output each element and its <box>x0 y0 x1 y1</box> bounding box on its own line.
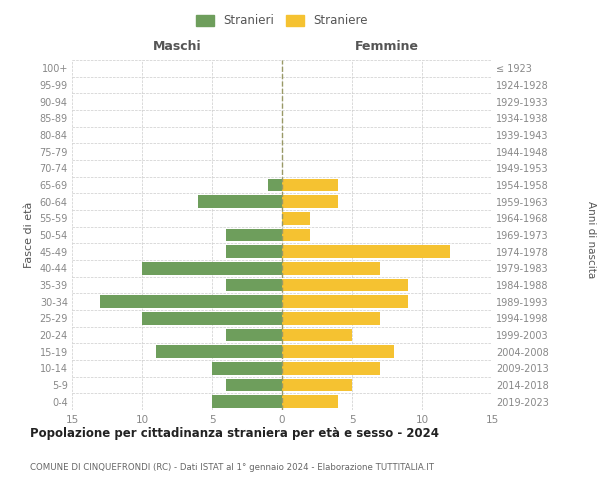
Bar <box>282 279 408 291</box>
Bar <box>282 229 310 241</box>
Bar <box>282 196 338 208</box>
Bar <box>282 296 408 308</box>
Bar <box>282 312 380 324</box>
Bar <box>226 329 282 341</box>
Y-axis label: Fasce di età: Fasce di età <box>24 202 34 268</box>
Bar <box>282 212 310 224</box>
Bar <box>142 262 282 274</box>
Bar <box>268 179 282 191</box>
Bar <box>226 279 282 291</box>
Legend: Stranieri, Straniere: Stranieri, Straniere <box>193 11 371 31</box>
Bar <box>282 262 380 274</box>
Text: Anni di nascita: Anni di nascita <box>586 202 596 278</box>
Bar <box>100 296 282 308</box>
Bar <box>282 379 352 391</box>
Bar <box>212 396 282 408</box>
Bar <box>226 246 282 258</box>
Bar <box>212 362 282 374</box>
Text: COMUNE DI CINQUEFRONDI (RC) - Dati ISTAT al 1° gennaio 2024 - Elaborazione TUTTI: COMUNE DI CINQUEFRONDI (RC) - Dati ISTAT… <box>30 462 434 471</box>
Bar <box>226 229 282 241</box>
Bar <box>198 196 282 208</box>
Bar <box>282 179 338 191</box>
Bar <box>156 346 282 358</box>
Bar <box>282 329 352 341</box>
Bar <box>282 362 380 374</box>
Bar <box>142 312 282 324</box>
Bar <box>282 246 450 258</box>
Bar <box>282 346 394 358</box>
Bar <box>282 396 338 408</box>
Text: Popolazione per cittadinanza straniera per età e sesso - 2024: Popolazione per cittadinanza straniera p… <box>30 428 439 440</box>
Text: Maschi: Maschi <box>152 40 202 53</box>
Bar <box>226 379 282 391</box>
Text: Femmine: Femmine <box>355 40 419 53</box>
